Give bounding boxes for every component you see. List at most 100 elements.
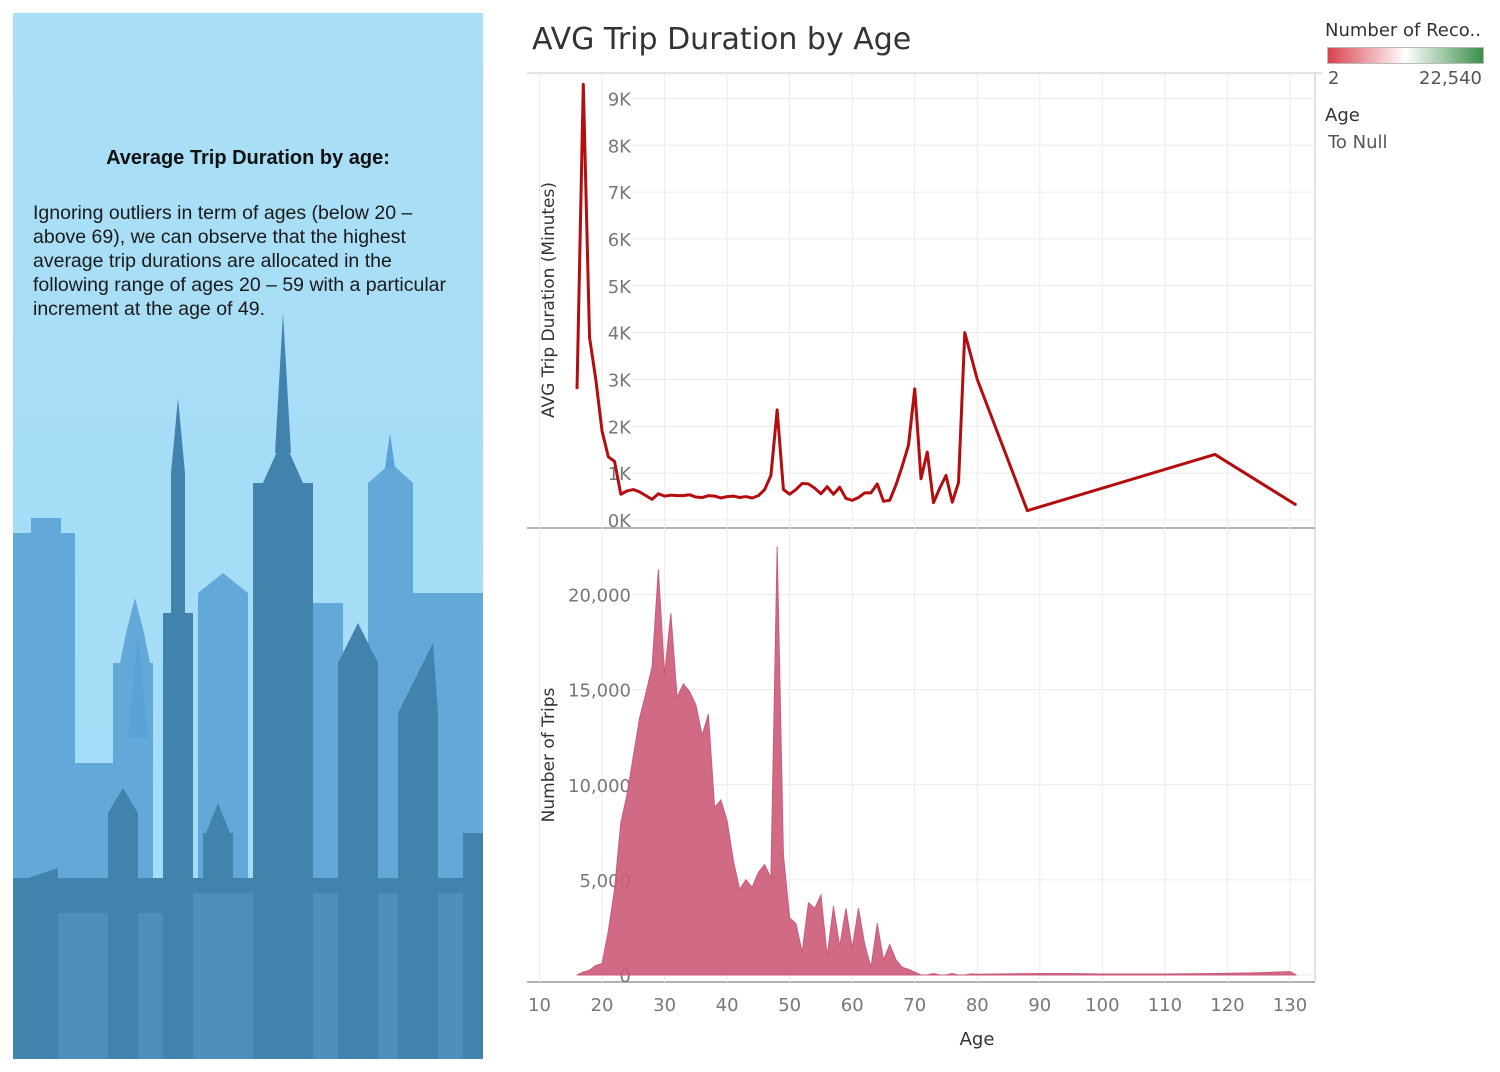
data-point xyxy=(595,964,597,966)
data-point xyxy=(807,902,809,904)
data-point xyxy=(720,497,722,499)
data-point xyxy=(682,495,684,497)
data-point xyxy=(939,487,941,489)
y-tick-label: 8K xyxy=(608,136,632,157)
data-point xyxy=(601,430,603,432)
data-point xyxy=(670,494,672,496)
data-point xyxy=(632,489,634,491)
data-point xyxy=(970,355,972,357)
data-point xyxy=(651,666,653,668)
color-legend-title: Number of Reco.. xyxy=(1325,20,1481,41)
data-point xyxy=(732,495,734,497)
data-point xyxy=(814,907,816,909)
data-point xyxy=(714,807,716,809)
data-point xyxy=(958,482,960,484)
age-filter-title: Age xyxy=(1325,105,1360,126)
y-tick-label: 20,000 xyxy=(568,586,631,607)
data-point xyxy=(889,499,891,501)
data-point xyxy=(920,478,922,480)
data-point xyxy=(776,409,778,411)
data-point xyxy=(614,460,616,462)
avg-duration-line xyxy=(575,82,1298,513)
data-point xyxy=(895,484,897,486)
data-point xyxy=(739,497,741,499)
data-point xyxy=(914,971,916,973)
y-axis-title: Number of Trips xyxy=(539,687,559,822)
data-point xyxy=(601,963,603,965)
data-point xyxy=(589,336,591,338)
data-point xyxy=(939,974,941,976)
data-point xyxy=(657,569,659,571)
data-point xyxy=(620,822,622,824)
data-point xyxy=(707,495,709,497)
x-tick-label: 50 xyxy=(778,995,801,1016)
data-point xyxy=(764,864,766,866)
data-point xyxy=(676,696,678,698)
data-point xyxy=(1101,973,1103,975)
data-point xyxy=(895,959,897,961)
y-tick-label: 4K xyxy=(608,324,632,345)
data-point xyxy=(945,475,947,476)
data-point xyxy=(964,974,966,976)
data-point xyxy=(676,495,678,497)
data-point xyxy=(976,378,978,380)
data-point xyxy=(814,487,816,489)
x-tick-label: 110 xyxy=(1148,995,1182,1016)
data-point xyxy=(820,894,822,896)
data-point xyxy=(645,495,647,497)
data-point xyxy=(1214,972,1216,974)
data-point xyxy=(645,692,647,694)
data-point xyxy=(851,499,853,501)
y-axis-title: AVG Trip Duration (Minutes) xyxy=(539,182,559,418)
data-point xyxy=(664,495,666,497)
data-point xyxy=(1289,971,1291,973)
data-point xyxy=(714,495,716,497)
age-filter-value[interactable]: To Null xyxy=(1328,132,1388,153)
data-point xyxy=(882,959,884,961)
data-point xyxy=(745,879,747,881)
data-point xyxy=(976,973,978,975)
y-tick-label: 0K xyxy=(608,511,632,532)
y-tick-label: 1K xyxy=(608,464,632,485)
data-point xyxy=(639,491,641,493)
data-point xyxy=(589,969,591,971)
color-legend-ramp xyxy=(1327,47,1484,64)
data-point xyxy=(682,683,684,685)
data-point xyxy=(889,944,891,946)
data-point xyxy=(751,887,753,889)
data-point xyxy=(1008,973,1010,975)
data-point xyxy=(857,907,859,909)
data-point xyxy=(639,717,641,719)
data-point xyxy=(789,917,791,919)
data-point xyxy=(720,799,722,801)
data-point xyxy=(726,820,728,822)
data-point xyxy=(1295,504,1297,506)
x-tick-label: 130 xyxy=(1273,995,1307,1016)
data-point xyxy=(582,83,584,85)
data-point xyxy=(951,501,953,503)
data-point xyxy=(576,974,578,976)
data-point xyxy=(826,486,828,488)
y-tick-label: 3K xyxy=(608,370,632,391)
data-point xyxy=(951,972,953,974)
x-tick-label: 90 xyxy=(1028,995,1051,1016)
data-point xyxy=(701,497,703,499)
data-point xyxy=(776,546,778,548)
data-point xyxy=(757,871,759,873)
x-tick-label: 10 xyxy=(528,995,551,1016)
data-point xyxy=(707,713,709,715)
data-point xyxy=(1039,972,1041,974)
data-point xyxy=(607,930,609,932)
story-panel: Average Trip Duration by age: Ignoring o… xyxy=(13,13,483,1059)
data-point xyxy=(839,945,841,947)
data-point xyxy=(1258,972,1260,974)
data-point xyxy=(907,444,909,446)
data-point xyxy=(770,877,772,879)
data-point xyxy=(739,888,741,890)
dashboard-title: AVG Trip Duration by Age xyxy=(532,22,912,57)
data-point xyxy=(926,974,928,976)
data-point xyxy=(745,496,747,498)
data-point xyxy=(689,494,691,496)
data-point xyxy=(1295,974,1297,976)
data-point xyxy=(795,923,797,925)
